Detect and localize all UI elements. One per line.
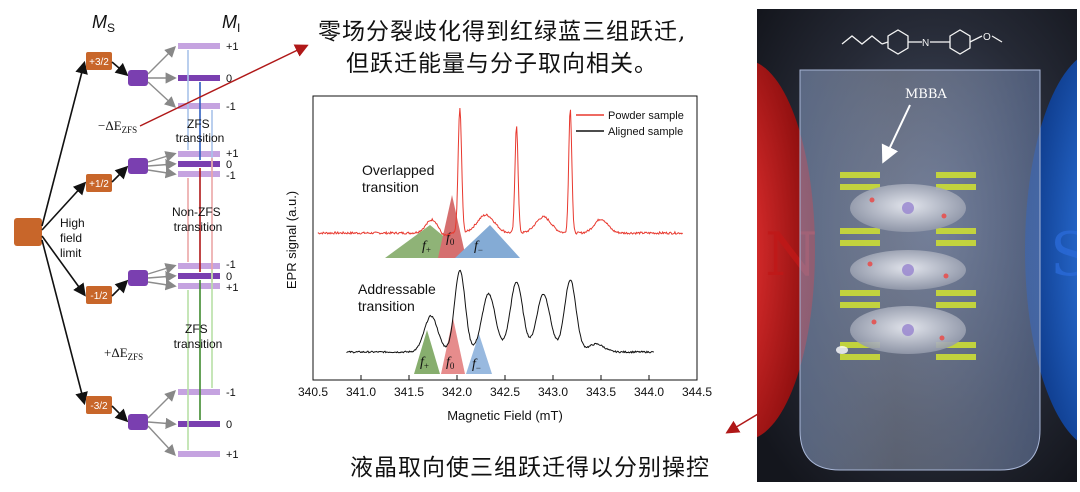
chart-frame <box>312 95 698 381</box>
ms-level-label: -1/2 <box>90 291 108 302</box>
ms-level-boxes: +3/2 +1/2 -1/2 -3/2 <box>86 52 112 414</box>
svg-text:0: 0 <box>226 159 232 171</box>
x-tick-label: 343.5 <box>586 385 616 399</box>
f-zero-bottom-label: f0 <box>446 355 455 371</box>
x-tick-label: 341.5 <box>394 385 424 399</box>
triangle-f-zero-top <box>438 195 466 258</box>
liquid-crystal-render: N S N O MBBA <box>757 9 1080 482</box>
oxygen-atom: O <box>983 32 991 43</box>
mi-axis-label: MI <box>222 12 240 35</box>
triangle-f-plus-bottom <box>414 330 440 374</box>
svg-text:0: 0 <box>226 73 232 85</box>
epr-chart: 340.5 341.0 341.5 342.0 342.5 343.0 343.5 344.0… <box>284 95 712 423</box>
zfs-plus-label: +ΔEZFS <box>104 345 143 362</box>
zfs-transition-top-label: ZFS transition <box>176 117 225 145</box>
mi-level-bars <box>178 43 220 457</box>
ms-axis-label: MS <box>92 12 115 35</box>
nitrogen-atom: N <box>922 38 929 49</box>
highlight-glint <box>836 346 848 354</box>
south-pole-letter: S <box>1050 220 1080 290</box>
y-axis-label: EPR signal (a.u.) <box>284 191 299 289</box>
legend-entry-aligned: Aligned sample <box>608 126 683 138</box>
f-plus-top-label: f+ <box>422 239 431 255</box>
x-axis-label: Magnetic Field (mT) <box>447 408 563 423</box>
series-line-powder <box>317 107 683 237</box>
x-tick-label: 342.5 <box>490 385 520 399</box>
energy-level-diagram: MS MI High field limit +3/2 +1/2 -1/2 -3… <box>14 12 240 461</box>
aligned-molecule-stack <box>840 172 976 360</box>
origin-state-box <box>14 218 42 246</box>
svg-text:-1: -1 <box>226 101 236 113</box>
zfs-minus-label: −ΔEZFS <box>98 118 137 135</box>
svg-text:+1: +1 <box>226 41 239 53</box>
ms-level-label: -3/2 <box>90 401 108 412</box>
legend-entry-powder: Powder sample <box>608 110 684 122</box>
caption-pointer-top <box>139 44 309 127</box>
hyperfine-fan-arrows <box>147 46 177 457</box>
series-line-aligned <box>346 269 655 354</box>
f-plus-bottom-label: f+ <box>420 355 429 371</box>
x-tick-label: 342.0 <box>442 385 472 399</box>
x-tick-label: 343.0 <box>538 385 568 399</box>
ms-level-label: +3/2 <box>89 57 109 68</box>
mbba-pointer <box>881 104 911 164</box>
non-zfs-transition-label: Non-ZFS transition <box>172 205 224 234</box>
f-minus-top-label: f− <box>474 239 483 255</box>
overlapped-transition-label: Overlapped transition <box>362 162 438 195</box>
mi-level-labels: +1 0 -1 +1 0 -1 -1 0 +1 -1 0 +1 <box>226 41 239 461</box>
zfs-transition-bottom-label: ZFS transition <box>174 322 223 351</box>
svg-text:+1: +1 <box>226 148 239 160</box>
svg-text:-1: -1 <box>226 387 236 399</box>
top-transition-labels: f+ f0 f− <box>422 231 483 255</box>
svg-text:-1: -1 <box>226 259 236 271</box>
caption-top-line2: 但跃迁能量与分子取向相关。 <box>346 51 658 77</box>
caption-bottom: 液晶取向使三组跃迁得以分别操控 <box>350 455 710 481</box>
bottom-transition-labels: f+ f0 f− <box>420 355 481 373</box>
x-tick-label: 340.5 <box>298 385 328 399</box>
x-axis-ticks: 340.5 341.0 341.5 342.0 342.5 343.0 343.5 344.0… <box>298 375 712 399</box>
mbba-label: MBBA <box>905 87 947 102</box>
origin-branch-arrows <box>41 60 88 406</box>
svg-text:+1: +1 <box>226 449 239 461</box>
addressable-transition-label: Addressable transition <box>358 281 440 314</box>
svg-text:0: 0 <box>226 271 232 283</box>
chart-legend: Powder sample Aligned sample <box>576 110 684 138</box>
ms-level-label: +1/2 <box>89 179 109 190</box>
svg-text:-1: -1 <box>226 170 236 182</box>
triangle-f-zero-bottom <box>441 318 465 374</box>
f-zero-top-label: f0 <box>446 231 455 247</box>
mbba-structure <box>841 29 1003 55</box>
x-tick-label: 344.0 <box>634 385 664 399</box>
x-tick-label: 344.5 <box>682 385 712 399</box>
transition-arrows <box>187 50 213 450</box>
nuclear-group-boxes <box>128 70 148 430</box>
bottom-transition-triangles <box>414 318 492 374</box>
ms-to-nuclear-arrows <box>111 61 129 423</box>
triangle-f-minus-top <box>455 225 520 258</box>
high-field-limit-label: High field limit <box>60 216 88 260</box>
svg-text:+1: +1 <box>226 282 239 294</box>
triangle-f-minus-bottom <box>466 334 492 374</box>
caption-top-line1: 零场分裂歧化得到红绿蓝三组跃迁, <box>318 19 687 45</box>
x-tick-label: 341.0 <box>346 385 376 399</box>
f-minus-bottom-label: f− <box>472 357 481 373</box>
svg-text:0: 0 <box>226 419 232 431</box>
top-transition-triangles <box>385 195 520 258</box>
